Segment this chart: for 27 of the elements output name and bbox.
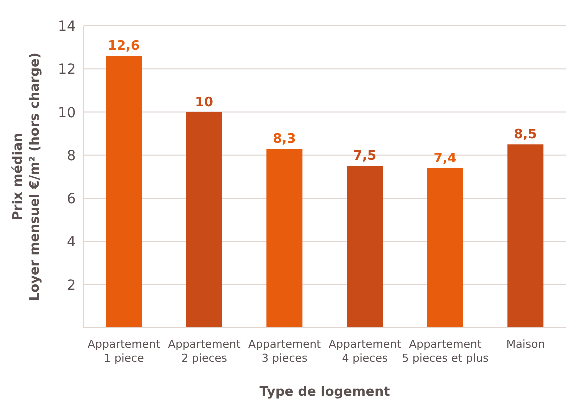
bar — [508, 144, 544, 328]
bar — [347, 166, 383, 328]
x-axis-title: Type de logement — [260, 385, 390, 400]
bar — [186, 112, 222, 328]
data-label: 7,4 — [434, 151, 457, 166]
x-tick-label: Appartement 1 piece — [88, 338, 162, 365]
y-tick-label: 6 — [67, 192, 76, 208]
y-tick-label: 10 — [58, 105, 76, 122]
y-tick-label: 8 — [67, 148, 76, 164]
x-tick-label: Appartement 2 pieces — [168, 338, 242, 365]
y-axis-title: Prix médian Loyer mensuel €/m² (hors charge) — [11, 52, 43, 302]
bar — [106, 56, 142, 328]
data-label: 10 — [195, 95, 214, 110]
x-tick-label: Appartement 5 pieces et plus — [402, 338, 490, 365]
bar — [427, 168, 464, 328]
data-label: 8,5 — [514, 128, 538, 143]
x-tick-label: Maison — [506, 338, 546, 351]
data-label: 12,6 — [108, 39, 140, 54]
y-tick-label: 4 — [67, 234, 76, 251]
y-tick-label: 12 — [58, 62, 76, 78]
y-tick-label: 2 — [67, 278, 76, 294]
bar — [266, 148, 303, 328]
y-tick-label: 14 — [58, 18, 76, 35]
data-label: 7,5 — [353, 149, 377, 164]
data-label: 8,3 — [273, 132, 296, 147]
x-tick-label: Appartement 4 pieces — [328, 338, 402, 365]
x-tick-label: Appartement 3 pieces — [248, 338, 322, 365]
